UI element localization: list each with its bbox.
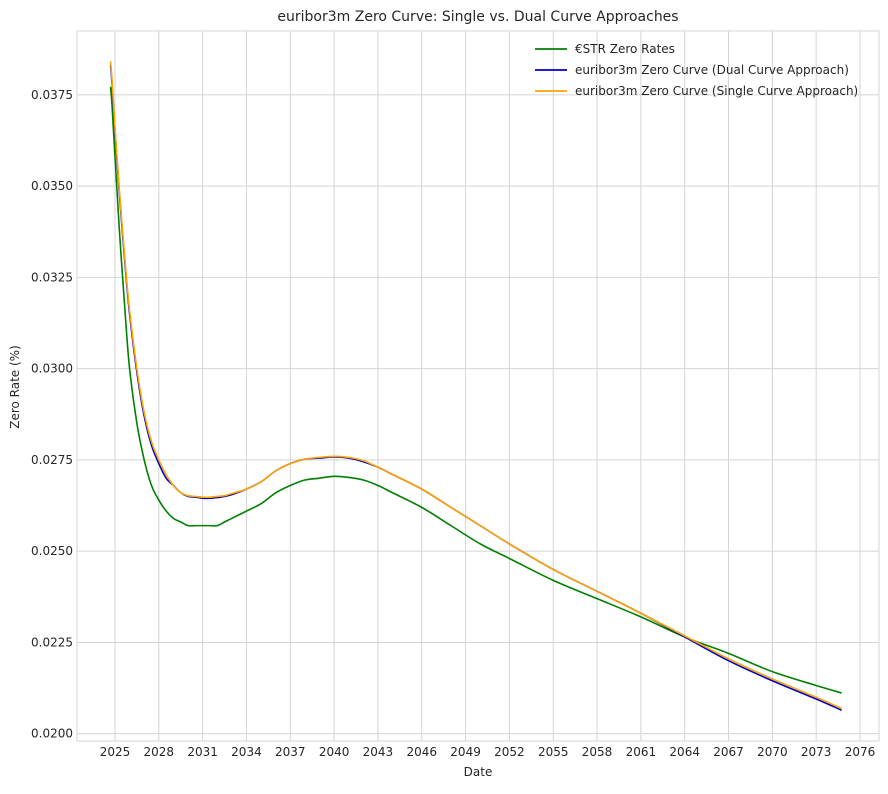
y-tick-label: 0.0225 bbox=[31, 635, 73, 649]
estr-zero-rates-line bbox=[109, 86, 842, 694]
legend-item-dual-curve: euribor3m Zero Curve (Dual Curve Approac… bbox=[535, 63, 849, 77]
x-tick-label: 2073 bbox=[801, 745, 832, 759]
plot-frame bbox=[76, 30, 880, 742]
legend-item-estr: €STR Zero Rates bbox=[535, 42, 675, 56]
grid bbox=[77, 31, 879, 741]
series-lines bbox=[109, 61, 842, 711]
legend-label: euribor3m Zero Curve (Dual Curve Approac… bbox=[575, 63, 849, 77]
y-tick-label: 0.0375 bbox=[31, 88, 73, 102]
x-tick-label: 2043 bbox=[363, 745, 394, 759]
euribor3m-dual-curve-line bbox=[109, 64, 842, 711]
legend-item-single-curve: euribor3m Zero Curve (Single Curve Appro… bbox=[535, 84, 858, 98]
y-tick-label: 0.0275 bbox=[31, 453, 73, 467]
x-tick-label: 2058 bbox=[582, 745, 613, 759]
y-axis-ticks: 0.0200 0.0225 0.0250 0.0275 0.0300 0.0325 0.03… bbox=[31, 88, 73, 741]
y-tick-label: 0.0300 bbox=[31, 362, 73, 376]
x-axis-label: Date bbox=[464, 765, 493, 779]
x-tick-label: 2037 bbox=[275, 745, 306, 759]
x-tick-label: 2049 bbox=[450, 745, 481, 759]
x-tick-label: 2064 bbox=[669, 745, 700, 759]
x-tick-label: 2025 bbox=[100, 745, 131, 759]
y-tick-label: 0.0200 bbox=[31, 727, 73, 741]
x-tick-label: 2028 bbox=[144, 745, 175, 759]
x-tick-label: 2061 bbox=[626, 745, 657, 759]
y-axis-label: Zero Rate (%) bbox=[8, 345, 22, 429]
x-tick-label: 2076 bbox=[845, 745, 876, 759]
legend-label: €STR Zero Rates bbox=[575, 42, 675, 56]
x-tick-label: 2055 bbox=[538, 745, 569, 759]
x-tick-label: 2052 bbox=[494, 745, 525, 759]
y-tick-label: 0.0350 bbox=[31, 179, 73, 193]
y-tick-label: 0.0250 bbox=[31, 544, 73, 558]
y-tick-label: 0.0325 bbox=[31, 270, 73, 284]
x-tick-label: 2070 bbox=[757, 745, 788, 759]
legend-label: euribor3m Zero Curve (Single Curve Appro… bbox=[575, 84, 858, 98]
x-tick-label: 2067 bbox=[713, 745, 744, 759]
x-tick-label: 2046 bbox=[406, 745, 437, 759]
x-tick-label: 2040 bbox=[319, 745, 350, 759]
chart-title: euribor3m Zero Curve: Single vs. Dual Cu… bbox=[277, 9, 678, 25]
x-tick-label: 2031 bbox=[187, 745, 218, 759]
legend: €STR Zero Rates euribor3m Zero Curve (Dua… bbox=[535, 42, 858, 98]
x-tick-label: 2034 bbox=[231, 745, 262, 759]
euribor3m-single-curve-line bbox=[109, 61, 842, 709]
x-axis-ticks: 2025 2028 2031 2034 2037 2040 2043 2046 2049 2052… bbox=[100, 745, 876, 759]
